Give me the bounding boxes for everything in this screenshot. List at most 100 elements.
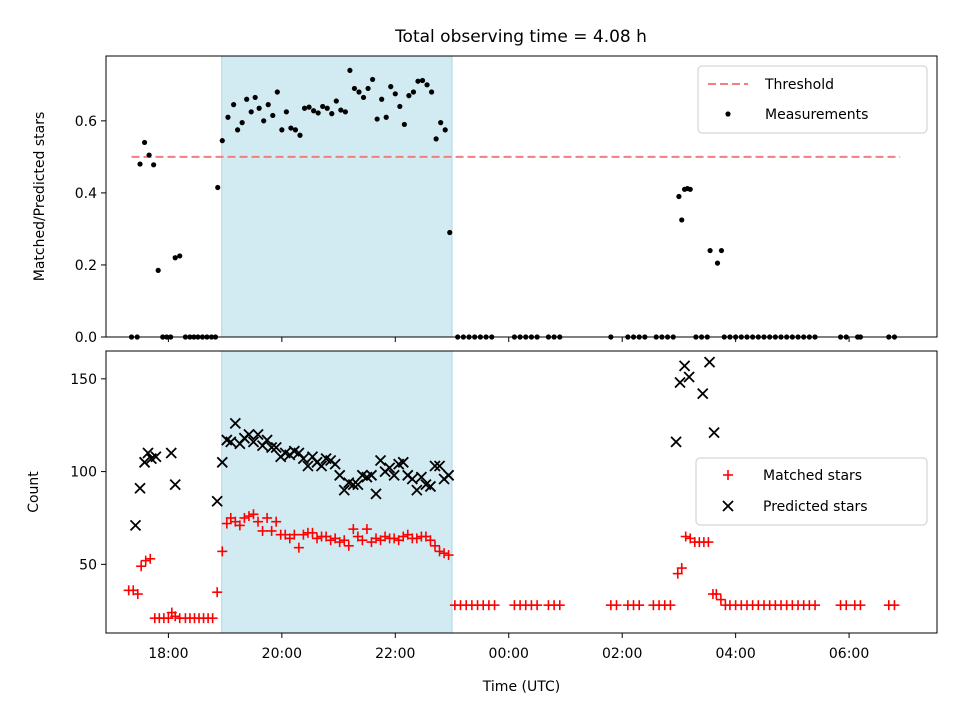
predicted-star-point xyxy=(365,469,378,481)
predicted-star-point xyxy=(708,426,720,439)
predicted-star-point xyxy=(165,447,177,459)
matched-star-point xyxy=(810,600,821,611)
matched-star-point xyxy=(611,600,622,611)
measurement-point xyxy=(428,89,435,95)
measurement-point xyxy=(311,108,317,114)
bottom-xtick-label: 18:00 xyxy=(148,646,188,662)
measurement-point xyxy=(365,85,371,92)
measurement-point xyxy=(252,94,258,101)
measurement-point xyxy=(155,267,161,273)
predicted-star-point xyxy=(674,376,686,389)
measurement-point xyxy=(379,96,385,102)
measurement-point xyxy=(374,116,380,122)
matched-star-point xyxy=(411,533,422,544)
measurement-point xyxy=(244,96,250,102)
measurement-point xyxy=(676,193,682,200)
matched-star-point xyxy=(132,589,143,600)
measurement-point xyxy=(219,138,225,144)
matched-star-point xyxy=(348,524,359,535)
bottom-xtick-label: 04:00 xyxy=(715,646,755,662)
measurement-point xyxy=(137,161,143,167)
matched-star-point xyxy=(266,525,277,536)
matched-star-point xyxy=(889,600,900,611)
bottom-xtick-label: 06:00 xyxy=(829,646,869,662)
measurement-point xyxy=(256,105,262,111)
predicted-star-point xyxy=(424,480,437,493)
measurement-point xyxy=(320,103,326,110)
legend-predicted-swatch xyxy=(722,500,734,512)
matched-star-point xyxy=(312,533,323,544)
legend-measurements-label: Measurements xyxy=(765,107,868,123)
matched-star-point xyxy=(398,531,409,542)
legend-matched-swatch xyxy=(723,470,733,480)
matched-star-point xyxy=(248,509,259,520)
matched-star-point xyxy=(439,548,450,559)
predicted-star-point xyxy=(315,460,328,472)
top-legend-box xyxy=(697,65,928,134)
matched-star-point xyxy=(676,563,687,574)
bottom-ylabel: Count xyxy=(26,471,42,513)
measurement-point xyxy=(333,98,339,104)
matched-star-point xyxy=(217,546,228,557)
top-panel: 0.0 0.2 0.4 0.6 Matched/Predicted stars Thres… xyxy=(32,55,938,346)
measurement-point xyxy=(401,121,407,128)
measurement-point xyxy=(288,125,294,131)
matched-star-point xyxy=(239,512,250,523)
measurement-point xyxy=(265,102,271,108)
measurement-point xyxy=(397,103,403,110)
matched-star-point xyxy=(325,535,336,546)
predicted-star-point xyxy=(703,356,716,368)
bottom-xtick-label: 00:00 xyxy=(489,646,529,662)
measurement-point xyxy=(351,85,358,92)
measurement-point xyxy=(679,217,685,223)
legend-threshold-label: Threshold xyxy=(764,77,834,93)
matched-star-point xyxy=(298,529,309,540)
measurement-point xyxy=(442,127,448,133)
predicted-star-point xyxy=(338,484,350,496)
measurement-point xyxy=(383,114,389,120)
predicted-star-point xyxy=(329,458,341,470)
matched-star-point xyxy=(136,561,147,572)
measurement-point xyxy=(342,109,348,115)
measurement-point xyxy=(410,89,417,95)
measurement-point xyxy=(438,120,444,126)
measurement-point xyxy=(356,89,362,95)
legend-matched-label: Matched stars xyxy=(763,468,862,484)
matched-star-point xyxy=(489,600,500,611)
predicted-star-point xyxy=(442,469,455,481)
predicted-star-point xyxy=(150,451,162,463)
measurement-point xyxy=(172,255,178,261)
matched-star-point xyxy=(243,511,254,522)
predicted-star-point xyxy=(383,462,396,474)
bottom-legend-box xyxy=(695,457,928,526)
predicted-star-point xyxy=(433,460,446,472)
matched-star-point xyxy=(257,525,268,536)
matched-star-point xyxy=(532,600,543,611)
predicted-star-point xyxy=(374,454,387,467)
bottom-xlabel: Time (UTC) xyxy=(482,679,560,695)
top-axes-frame xyxy=(105,55,938,338)
matched-star-point xyxy=(253,516,264,527)
predicted-star-point xyxy=(388,469,400,481)
measurement-point xyxy=(687,186,693,192)
predicted-star-point xyxy=(670,436,682,448)
predicted-star-point xyxy=(411,484,423,496)
bottom-xtick-label: 22:00 xyxy=(375,646,415,662)
bottom-axes-frame xyxy=(105,350,938,634)
top-ytick-label: 0.6 xyxy=(75,114,97,130)
predicted-star-point xyxy=(225,436,237,448)
bottom-xtick-label: 02:00 xyxy=(602,646,642,662)
matched-star-point xyxy=(289,529,300,540)
predicted-star-point xyxy=(397,456,409,468)
measurement-point xyxy=(301,105,308,111)
matched-star-point xyxy=(207,613,218,624)
predicted-star-point xyxy=(334,469,346,481)
predicted-star-point xyxy=(429,460,441,472)
matched-star-point xyxy=(672,568,683,579)
matched-star-point xyxy=(371,533,382,544)
matched-star-point xyxy=(343,540,354,551)
measurement-point xyxy=(279,127,285,133)
predicted-star-point xyxy=(134,482,146,494)
predicted-star-point xyxy=(243,428,255,441)
